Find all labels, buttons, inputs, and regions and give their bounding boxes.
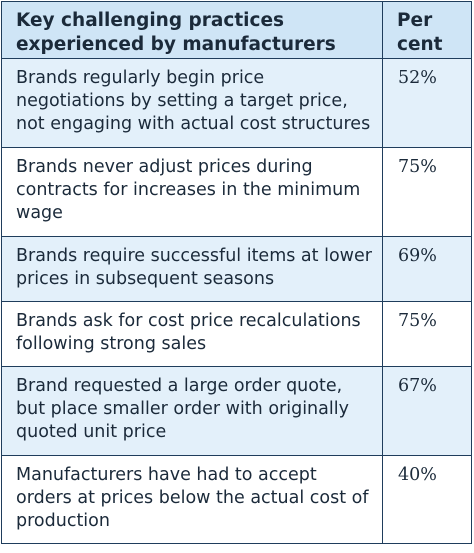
percent-cell: 67% xyxy=(382,366,472,456)
table-row: Brands ask for cost price recalculations… xyxy=(1,301,472,367)
table-header-row: Key challenging practices experienced by… xyxy=(1,1,472,59)
table-row: Brand requested a large order quote, but… xyxy=(1,366,472,456)
practice-cell: Brands never adjust prices during contra… xyxy=(1,147,383,237)
practice-cell: Brands ask for cost price recalculations… xyxy=(1,301,383,367)
practices-table: Key challenging practices experienced by… xyxy=(1,1,472,544)
practice-column-header: Key challenging practices experienced by… xyxy=(1,1,383,59)
percent-cell: 40% xyxy=(382,455,472,544)
practice-cell: Manufacturers have had to accept orders … xyxy=(1,455,383,544)
percent-header-line1: Per xyxy=(397,10,433,31)
table-row: Brands never adjust prices during contra… xyxy=(1,147,472,237)
percent-column-header: Per cent xyxy=(382,1,472,59)
table-row: Brands regularly begin price negotiation… xyxy=(1,58,472,148)
percent-cell: 75% xyxy=(382,147,472,237)
table-row: Brands require successful items at lower… xyxy=(1,236,472,302)
percent-header-line2: cent xyxy=(397,34,443,55)
percent-cell: 75% xyxy=(382,301,472,367)
percent-cell: 69% xyxy=(382,236,472,302)
practice-cell: Brand requested a large order quote, but… xyxy=(1,366,383,456)
practice-cell: Brands regularly begin price negotiation… xyxy=(1,58,383,148)
practice-cell: Brands require successful items at lower… xyxy=(1,236,383,302)
table-row: Manufacturers have had to accept orders … xyxy=(1,455,472,544)
percent-cell: 52% xyxy=(382,58,472,148)
